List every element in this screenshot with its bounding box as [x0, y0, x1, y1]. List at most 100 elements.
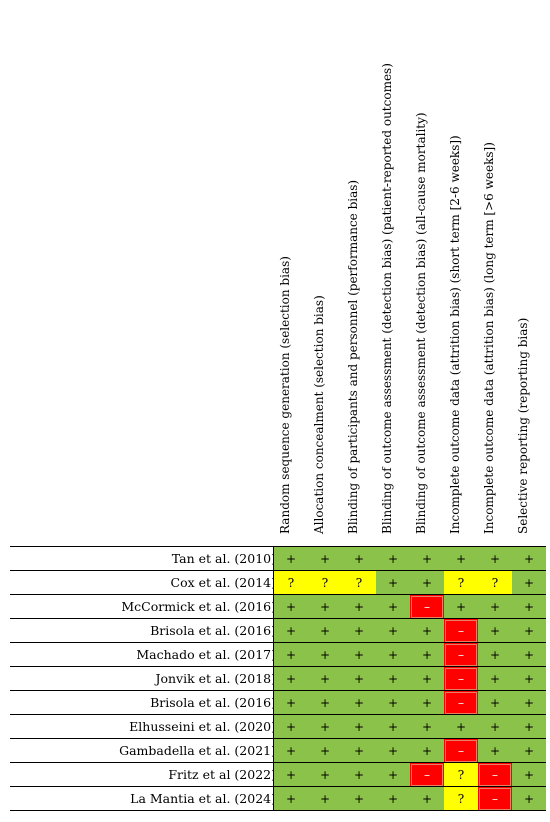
column-header: Blinding of outcome assessment (detectio…	[376, 0, 410, 542]
rating-cell-low: +	[308, 667, 342, 691]
domain-label: Blinding of outcome assessment (detectio…	[380, 63, 394, 534]
rating-cell-high: –	[444, 619, 478, 643]
domain-label: Blinding of participants and personnel (…	[346, 179, 360, 534]
rating-cell-low: +	[274, 667, 308, 691]
rating-cell-low: +	[342, 619, 376, 643]
rating-cell-low: +	[274, 619, 308, 643]
column-header: Blinding of participants and personnel (…	[342, 0, 376, 542]
rating-cell-unclear: ?	[478, 571, 512, 595]
rating-cell-low: +	[376, 667, 410, 691]
rating-cell-low: +	[512, 619, 546, 643]
rating-cell-unclear: ?	[308, 571, 342, 595]
rating-cell-low: +	[512, 739, 546, 763]
study-name: Brisola et al. (2016)	[150, 695, 276, 710]
row-divider	[10, 786, 546, 787]
rating-cell-low: +	[410, 643, 444, 667]
rating-cell-unclear: ?	[444, 571, 478, 595]
rating-cell-low: +	[376, 619, 410, 643]
study-row: Fritz et al (2022) + + + + –? – +	[10, 763, 546, 787]
row-divider	[10, 570, 546, 571]
rating-cell-low: +	[376, 643, 410, 667]
rating-cell-low: +	[274, 787, 308, 811]
rating-cell-low: +	[376, 787, 410, 811]
rating-cell-low: +	[376, 571, 410, 595]
rating-cell-high: –	[444, 691, 478, 715]
rating-cell-low: +	[308, 691, 342, 715]
rating-cell-low: +	[410, 787, 444, 811]
rating-cell-high: –	[478, 787, 512, 811]
rating-cell-low: +	[308, 715, 342, 739]
rating-cell-high: –	[444, 739, 478, 763]
rating-cell-low: +	[342, 787, 376, 811]
rating-cell-low: +	[376, 715, 410, 739]
rating-cell-low: +	[512, 643, 546, 667]
rating-cell-low: +	[308, 595, 342, 619]
rating-cell-low: +	[342, 547, 376, 571]
study-row: Gambadella et al. (2021) + + + + + – + +	[10, 739, 546, 763]
column-header: Random sequence generation (selection bi…	[274, 0, 308, 542]
study-name: Jonvik et al. (2018)	[155, 671, 276, 686]
rating-cell-low: +	[308, 763, 342, 787]
rating-cell-low: +	[478, 667, 512, 691]
study-name: Machado et al. (2017)	[136, 647, 276, 662]
rating-cell-low: +	[512, 763, 546, 787]
row-divider	[10, 714, 546, 715]
rating-cell-low: +	[444, 595, 478, 619]
row-divider	[10, 546, 546, 547]
rating-cell-low: +	[274, 691, 308, 715]
rating-cell-high: –	[478, 763, 512, 787]
rating-cell-low: +	[478, 739, 512, 763]
rating-cell-low: +	[478, 715, 512, 739]
rating-cell-low: +	[342, 691, 376, 715]
domain-label: Selective reporting (reporting bias)	[516, 317, 530, 534]
rating-cell-low: +	[410, 739, 444, 763]
rating-cell-low: +	[342, 763, 376, 787]
row-divider	[10, 618, 546, 619]
rating-cell-low: +	[410, 691, 444, 715]
study-row: McCormick et al. (2016) + + + + – + + +	[10, 595, 546, 619]
rating-cell-high: –	[410, 595, 444, 619]
study-name: Elhusseini et al. (2020)	[129, 719, 276, 734]
domain-label: Random sequence generation (selection bi…	[278, 256, 292, 534]
rating-cell-high: –	[444, 667, 478, 691]
table-bottom-border	[10, 810, 546, 811]
study-row: Cox et al. (2014)??? + +?? +	[10, 571, 546, 595]
rating-cell-low: +	[274, 763, 308, 787]
domain-label: Incomplete outcome data (attrition bias)…	[448, 135, 462, 534]
rating-cell-high: –	[410, 763, 444, 787]
rating-cell-low: +	[410, 667, 444, 691]
rating-cell-low: +	[274, 643, 308, 667]
rating-cell-low: +	[512, 571, 546, 595]
rating-cell-low: +	[342, 715, 376, 739]
rating-cell-low: +	[376, 763, 410, 787]
rating-cell-low: +	[478, 691, 512, 715]
rating-cell-low: +	[512, 547, 546, 571]
domain-label: Allocation concealment (selection bias)	[312, 295, 326, 534]
rating-cell-unclear: ?	[444, 787, 478, 811]
row-divider	[10, 666, 546, 667]
row-divider	[10, 738, 546, 739]
study-name: Gambadella et al. (2021)	[119, 743, 276, 758]
rating-cell-low: +	[478, 595, 512, 619]
study-name: Brisola et al. (2016)	[150, 623, 276, 638]
rating-cell-low: +	[376, 739, 410, 763]
rating-cell-low: +	[308, 787, 342, 811]
rating-cell-low: +	[308, 643, 342, 667]
rating-cell-low: +	[410, 571, 444, 595]
rating-cell-low: +	[308, 739, 342, 763]
rating-cell-low: +	[410, 619, 444, 643]
rating-cell-low: +	[274, 715, 308, 739]
rating-cell-low: +	[376, 595, 410, 619]
grid-left-border	[273, 546, 274, 810]
column-header: Incomplete outcome data (attrition bias)…	[444, 0, 478, 542]
rating-cell-unclear: ?	[342, 571, 376, 595]
rating-cell-low: +	[512, 595, 546, 619]
row-divider	[10, 642, 546, 643]
rating-cell-low: +	[444, 547, 478, 571]
column-header: Incomplete outcome data (attrition bias)…	[478, 0, 512, 542]
rating-cell-low: +	[342, 595, 376, 619]
study-name: Fritz et al (2022)	[168, 767, 276, 782]
rating-cell-low: +	[376, 547, 410, 571]
rating-cell-low: +	[274, 739, 308, 763]
column-header: Selective reporting (reporting bias)	[512, 0, 546, 542]
